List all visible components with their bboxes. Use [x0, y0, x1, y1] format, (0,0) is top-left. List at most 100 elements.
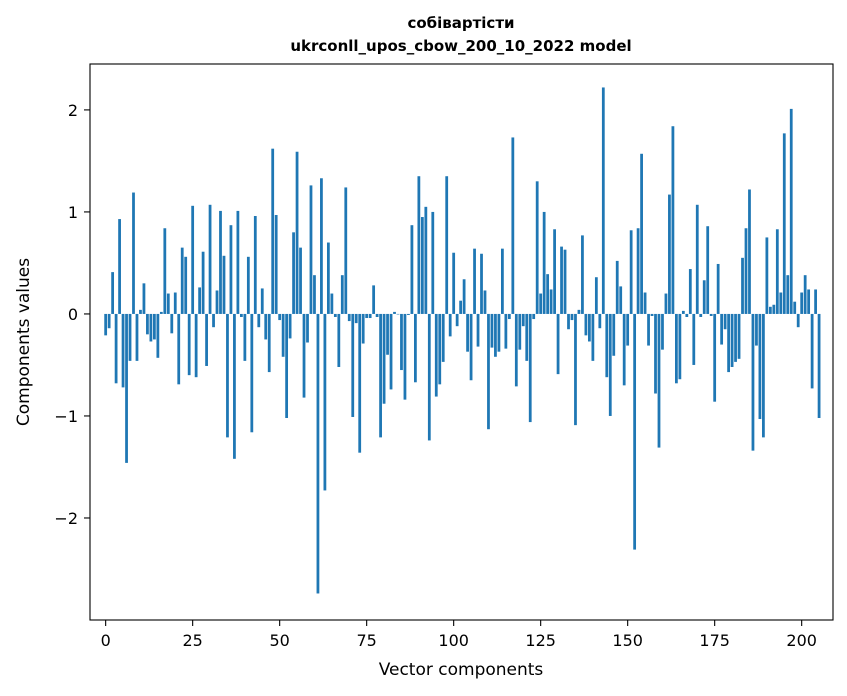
bar — [570, 313, 574, 321]
bar — [434, 313, 438, 397]
bar — [396, 313, 400, 315]
bar — [622, 313, 626, 386]
bar — [139, 309, 142, 314]
bar — [501, 248, 504, 314]
bar — [407, 313, 410, 315]
bar — [535, 181, 539, 314]
bar — [340, 275, 344, 314]
bar — [793, 301, 797, 314]
bar — [567, 313, 570, 330]
bar — [452, 252, 456, 314]
bar — [709, 313, 713, 316]
bar — [448, 313, 452, 337]
bar — [549, 289, 553, 314]
bar — [111, 272, 115, 314]
bar — [455, 313, 459, 327]
bar — [594, 277, 598, 314]
bar — [779, 292, 783, 314]
bar — [643, 292, 647, 314]
bar — [414, 313, 417, 383]
bar — [149, 313, 153, 342]
bar — [584, 313, 588, 336]
bar — [727, 313, 730, 373]
bar — [420, 217, 424, 314]
bar — [511, 137, 515, 314]
bar — [734, 313, 737, 362]
bar — [518, 313, 522, 350]
bars-group — [104, 87, 821, 594]
x-axis-label: Vector components — [379, 660, 544, 680]
bar — [507, 313, 511, 320]
bar — [142, 283, 146, 314]
bar — [194, 313, 198, 378]
ticks-group: 0 25 50 75 100 125 150 175 200 −2 −1 0 1 2 — [54, 101, 817, 650]
bar — [591, 313, 595, 361]
bar — [661, 313, 664, 350]
bar — [574, 313, 577, 426]
y-tick-label: 0 — [68, 305, 78, 324]
bar — [553, 229, 556, 314]
bar — [163, 228, 167, 314]
bar — [323, 313, 327, 491]
bar — [521, 313, 525, 327]
bar — [480, 253, 483, 314]
bar — [657, 313, 661, 448]
bar — [166, 293, 170, 314]
bar — [222, 255, 226, 314]
bar — [605, 313, 609, 378]
bar — [198, 287, 202, 314]
bar — [560, 246, 563, 314]
bar — [337, 313, 341, 367]
bar — [713, 313, 717, 402]
bar — [762, 313, 765, 438]
bar — [427, 313, 431, 441]
bar — [462, 279, 466, 314]
bar — [473, 248, 476, 314]
bar — [532, 313, 536, 320]
bar — [699, 313, 703, 317]
bar — [309, 185, 313, 314]
bar — [264, 313, 268, 340]
bar — [577, 309, 581, 314]
bar — [487, 313, 490, 430]
bar — [372, 285, 376, 314]
bar — [260, 288, 264, 314]
bar — [320, 178, 323, 314]
bar — [316, 313, 320, 594]
bar — [288, 313, 292, 339]
bar — [208, 204, 212, 314]
bar — [201, 251, 205, 314]
bar — [246, 256, 250, 314]
bar — [431, 211, 435, 314]
x-tick-label: 200 — [786, 631, 817, 650]
bar — [688, 269, 692, 314]
bar — [191, 205, 195, 314]
bar — [772, 304, 776, 314]
bar — [647, 313, 650, 346]
bar — [768, 306, 772, 314]
x-tick-label: 25 — [182, 631, 202, 650]
bar — [152, 313, 156, 340]
bar — [278, 313, 282, 321]
bar — [459, 300, 463, 314]
bar — [494, 313, 497, 357]
bar — [504, 313, 508, 349]
bar — [441, 313, 445, 362]
bar — [156, 313, 160, 358]
bar — [782, 133, 786, 314]
bar — [215, 290, 219, 314]
bar — [159, 311, 163, 314]
bar — [114, 313, 118, 384]
bar — [400, 313, 403, 371]
bar — [285, 313, 289, 418]
bar — [786, 275, 790, 314]
bar — [668, 194, 671, 314]
bar — [333, 313, 337, 317]
bar — [751, 313, 755, 451]
bar — [723, 313, 727, 330]
bar — [212, 313, 215, 328]
bar — [636, 228, 640, 314]
bar — [226, 313, 229, 438]
bar — [654, 313, 657, 394]
bar — [626, 313, 630, 346]
